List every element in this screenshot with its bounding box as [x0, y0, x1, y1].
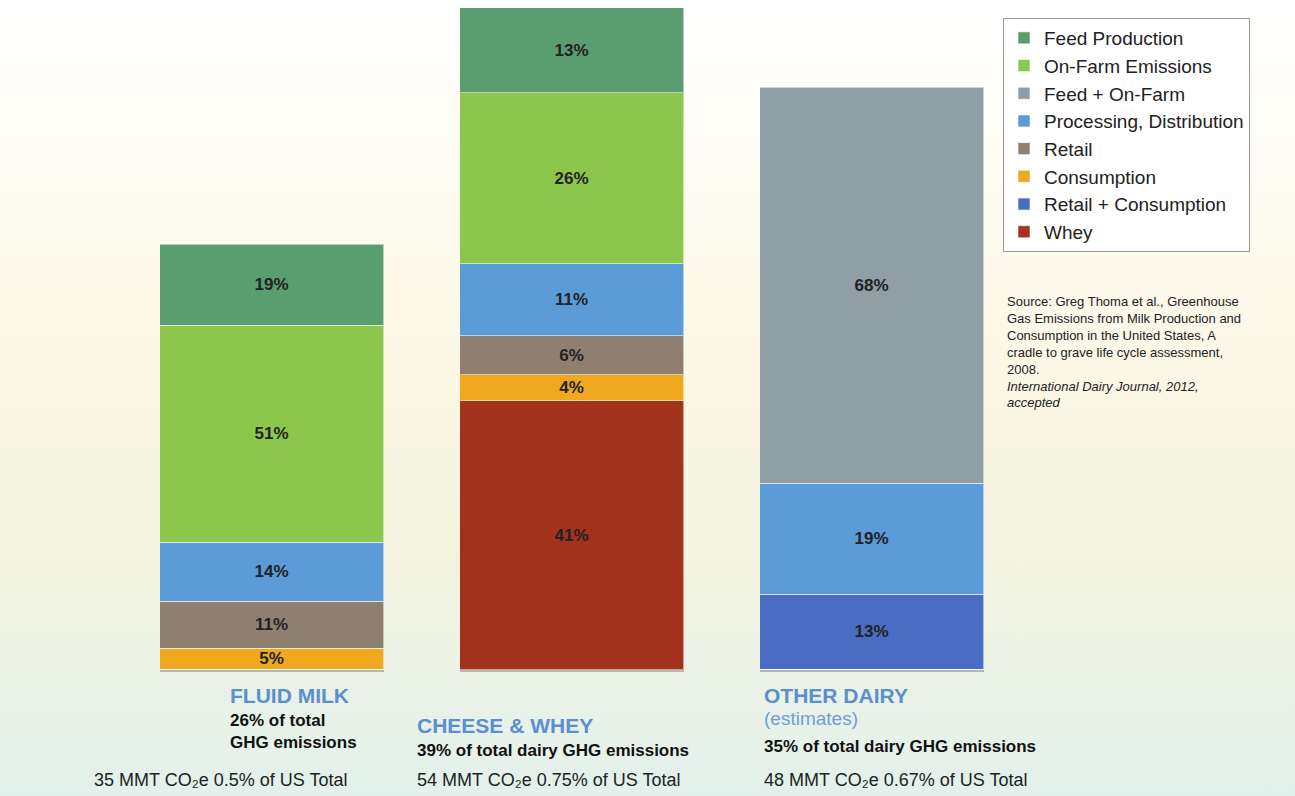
svg-text:35% of total dairy GHG emissio: 35% of total dairy GHG emissions: [764, 737, 1036, 756]
svg-text:14%: 14%: [254, 562, 288, 581]
svg-text:68%: 68%: [854, 276, 888, 295]
svg-text:Whey: Whey: [1044, 222, 1093, 243]
svg-text:Feed Production: Feed Production: [1044, 28, 1183, 49]
svg-text:6%: 6%: [559, 346, 584, 365]
svg-text:Retail + Consumption: Retail + Consumption: [1044, 194, 1226, 215]
svg-text:GHG emissions: GHG emissions: [230, 733, 357, 752]
svg-text:OTHER DAIRY: OTHER DAIRY: [764, 684, 908, 707]
svg-text:4%: 4%: [559, 378, 584, 397]
svg-text:54 MMT CO₂e 0.75% of US Total: 54 MMT CO₂e 0.75% of US Total: [417, 770, 680, 790]
svg-text:(estimates): (estimates): [764, 708, 858, 729]
svg-text:On-Farm Emissions: On-Farm Emissions: [1044, 56, 1212, 77]
svg-text:Processing, Distribution: Processing, Distribution: [1044, 111, 1244, 132]
svg-text:26% of total: 26% of total: [230, 711, 325, 730]
svg-text:19%: 19%: [854, 529, 888, 548]
svg-text:Retail: Retail: [1044, 139, 1093, 160]
svg-text:35 MMT CO₂e 0.5% of US Total: 35 MMT CO₂e 0.5% of US Total: [94, 770, 347, 790]
svg-text:19%: 19%: [254, 275, 288, 294]
svg-text:13%: 13%: [854, 622, 888, 641]
svg-text:Feed + On-Farm: Feed + On-Farm: [1044, 84, 1185, 105]
svg-text:Source: Greg Thoma et al., Gre: Source: Greg Thoma et al., GreenhouseGas…: [1007, 294, 1241, 410]
svg-text:13%: 13%: [554, 41, 588, 60]
svg-text:Consumption: Consumption: [1044, 167, 1156, 188]
svg-text:11%: 11%: [555, 290, 588, 309]
svg-text:48 MMT CO₂e 0.67% of US Total: 48 MMT CO₂e 0.67% of US Total: [764, 770, 1027, 790]
svg-text:39% of total dairy GHG emissio: 39% of total dairy GHG emissions: [417, 741, 689, 760]
svg-text:26%: 26%: [554, 169, 588, 188]
svg-text:5%: 5%: [259, 649, 284, 668]
svg-text:41%: 41%: [554, 526, 588, 545]
svg-text:FLUID MILK: FLUID MILK: [230, 684, 349, 707]
svg-text:11%: 11%: [255, 615, 288, 634]
svg-text:51%: 51%: [254, 424, 288, 443]
svg-text:CHEESE & WHEY: CHEESE & WHEY: [417, 714, 593, 737]
